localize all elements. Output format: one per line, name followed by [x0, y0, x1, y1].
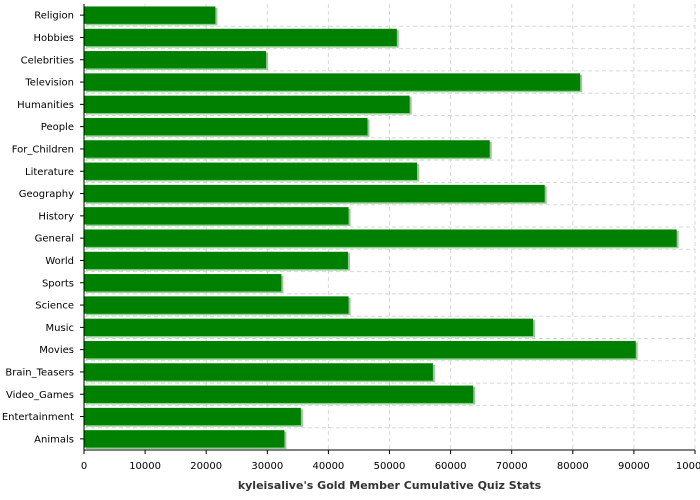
x-tick-label: 90000 — [618, 461, 650, 472]
bar — [84, 251, 348, 270]
bar — [84, 162, 417, 180]
bars — [84, 6, 679, 450]
category-label: Geography — [19, 189, 74, 200]
x-tick-label: 10000 — [129, 461, 161, 472]
category-label: People — [41, 122, 74, 133]
bar — [84, 184, 545, 203]
x-tick-label: 100000 — [676, 461, 700, 472]
x-tick-label: 30000 — [251, 461, 283, 472]
category-label: Brain_Teasers — [5, 367, 74, 378]
category-label: Video_Games — [6, 390, 74, 401]
x-tick-label: 70000 — [496, 461, 528, 472]
bar — [84, 207, 349, 225]
bar — [84, 6, 216, 24]
bar — [84, 140, 490, 158]
x-tick-label: 40000 — [312, 461, 344, 472]
category-label: Animals — [34, 434, 74, 445]
x-tick-label: 0 — [81, 461, 87, 472]
category-label: Entertainment — [2, 412, 74, 423]
axes — [80, 4, 696, 454]
bar — [84, 318, 534, 337]
category-label: Literature — [25, 167, 74, 178]
category-label: Celebrities — [21, 55, 74, 66]
category-label: Humanities — [17, 100, 74, 111]
grid — [84, 4, 696, 450]
bar — [84, 73, 581, 91]
category-labels: Religion Hobbies Celebrities Television Huma… — [2, 11, 74, 446]
category-label: Music — [46, 323, 74, 334]
x-axis-label: kyleisalive's Gold Member Cumulative Qui… — [238, 479, 542, 492]
category-label: Movies — [39, 345, 74, 356]
x-tick-label: 20000 — [190, 461, 222, 472]
bar — [84, 430, 285, 448]
bar — [84, 274, 282, 292]
bar — [84, 340, 636, 359]
tick-labels: 0 10000 20000 30000 40000 50000 60000 70000 8000… — [81, 461, 700, 472]
category-label: For_Children — [12, 144, 74, 155]
bar — [84, 385, 474, 403]
category-label: Hobbies — [34, 33, 74, 44]
bar — [84, 407, 301, 426]
x-tick-label: 80000 — [557, 461, 589, 472]
bar — [84, 229, 677, 247]
bar — [84, 28, 397, 47]
bar — [84, 51, 267, 69]
category-label: Sports — [42, 278, 74, 289]
bar — [84, 363, 433, 381]
bar — [84, 296, 349, 314]
category-label: Television — [24, 78, 74, 89]
category-label: Science — [35, 301, 74, 312]
category-label: World — [45, 256, 74, 267]
bar — [84, 117, 368, 136]
bar — [84, 95, 410, 114]
category-label: History — [38, 211, 74, 222]
category-label: Religion — [34, 11, 74, 22]
category-label: General — [35, 234, 74, 245]
x-tick-label: 60000 — [435, 461, 467, 472]
x-tick-label: 50000 — [374, 461, 406, 472]
